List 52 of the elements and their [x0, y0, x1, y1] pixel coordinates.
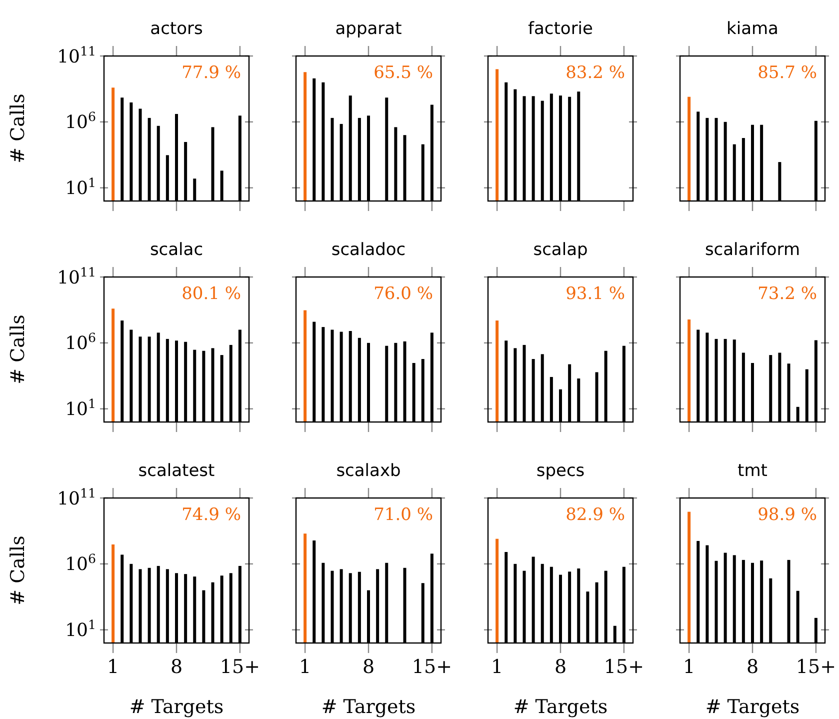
x-axis-title: # Targets	[321, 696, 416, 718]
y-tick-label: 10$^{1}$	[65, 616, 96, 642]
y-axis-title: # Calls	[7, 94, 29, 164]
chart-title: scalaxb	[336, 461, 401, 481]
annotation: 71.0 %	[374, 505, 433, 525]
chart-title: kiama	[726, 19, 778, 39]
chart-title: scalac	[150, 240, 204, 260]
annotation: 65.5 %	[374, 63, 433, 83]
x-tick-label: 8	[170, 656, 183, 678]
y-tick-label: 10$^{6}$	[65, 550, 96, 576]
annotation: 83.2 %	[566, 63, 625, 83]
annotation: 73.2 %	[758, 284, 817, 304]
x-axis-title: # Targets	[513, 696, 608, 718]
y-tick-label: 10$^{6}$	[65, 330, 96, 354]
chart-title: actors	[150, 19, 203, 39]
annotation: 74.9 %	[182, 505, 241, 525]
x-tick-label: 8	[554, 656, 567, 678]
annotation: 98.9 %	[758, 505, 817, 525]
x-tick-label: 15+	[220, 656, 260, 678]
y-axis-title: # Calls	[7, 314, 29, 384]
x-axis-title: # Targets	[129, 696, 224, 718]
annotation: 85.7 %	[758, 63, 817, 83]
x-axis-title: # Targets	[705, 696, 800, 718]
x-tick-label: 1	[491, 656, 504, 678]
x-tick-label: 15+	[412, 656, 452, 678]
chart-title: factorie	[528, 19, 593, 39]
chart-title: scalariform	[704, 240, 800, 260]
y-tick-label: 10$^{11}$	[57, 484, 96, 510]
x-tick-label: 8	[746, 656, 759, 678]
y-tick-label: 10$^{1}$	[65, 396, 96, 420]
chart-title: scalatest	[138, 461, 216, 481]
chart-title: apparat	[335, 19, 402, 39]
annotation: 93.1 %	[566, 284, 625, 304]
chart-title: scaladoc	[331, 240, 406, 260]
x-tick-label: 1	[299, 656, 312, 678]
x-tick-label: 1	[107, 656, 120, 678]
annotation: 80.1 %	[182, 284, 241, 304]
x-tick-label: 1	[683, 656, 696, 678]
y-tick-label: 10$^{1}$	[65, 174, 96, 200]
x-tick-label: 15+	[604, 656, 644, 678]
annotation: 77.9 %	[182, 63, 241, 83]
chart-title: scalap	[533, 240, 588, 260]
y-axis-title: # Calls	[7, 536, 29, 606]
x-tick-label: 15+	[796, 656, 836, 678]
chart-title: tmt	[738, 461, 768, 481]
chart-title: specs	[536, 461, 585, 481]
annotation: 82.9 %	[566, 505, 625, 525]
annotation: 76.0 %	[374, 284, 433, 304]
y-tick-label: 10$^{11}$	[57, 264, 96, 288]
x-tick-label: 8	[362, 656, 375, 678]
y-tick-label: 10$^{6}$	[65, 108, 96, 134]
y-tick-label: 10$^{11}$	[57, 42, 96, 68]
